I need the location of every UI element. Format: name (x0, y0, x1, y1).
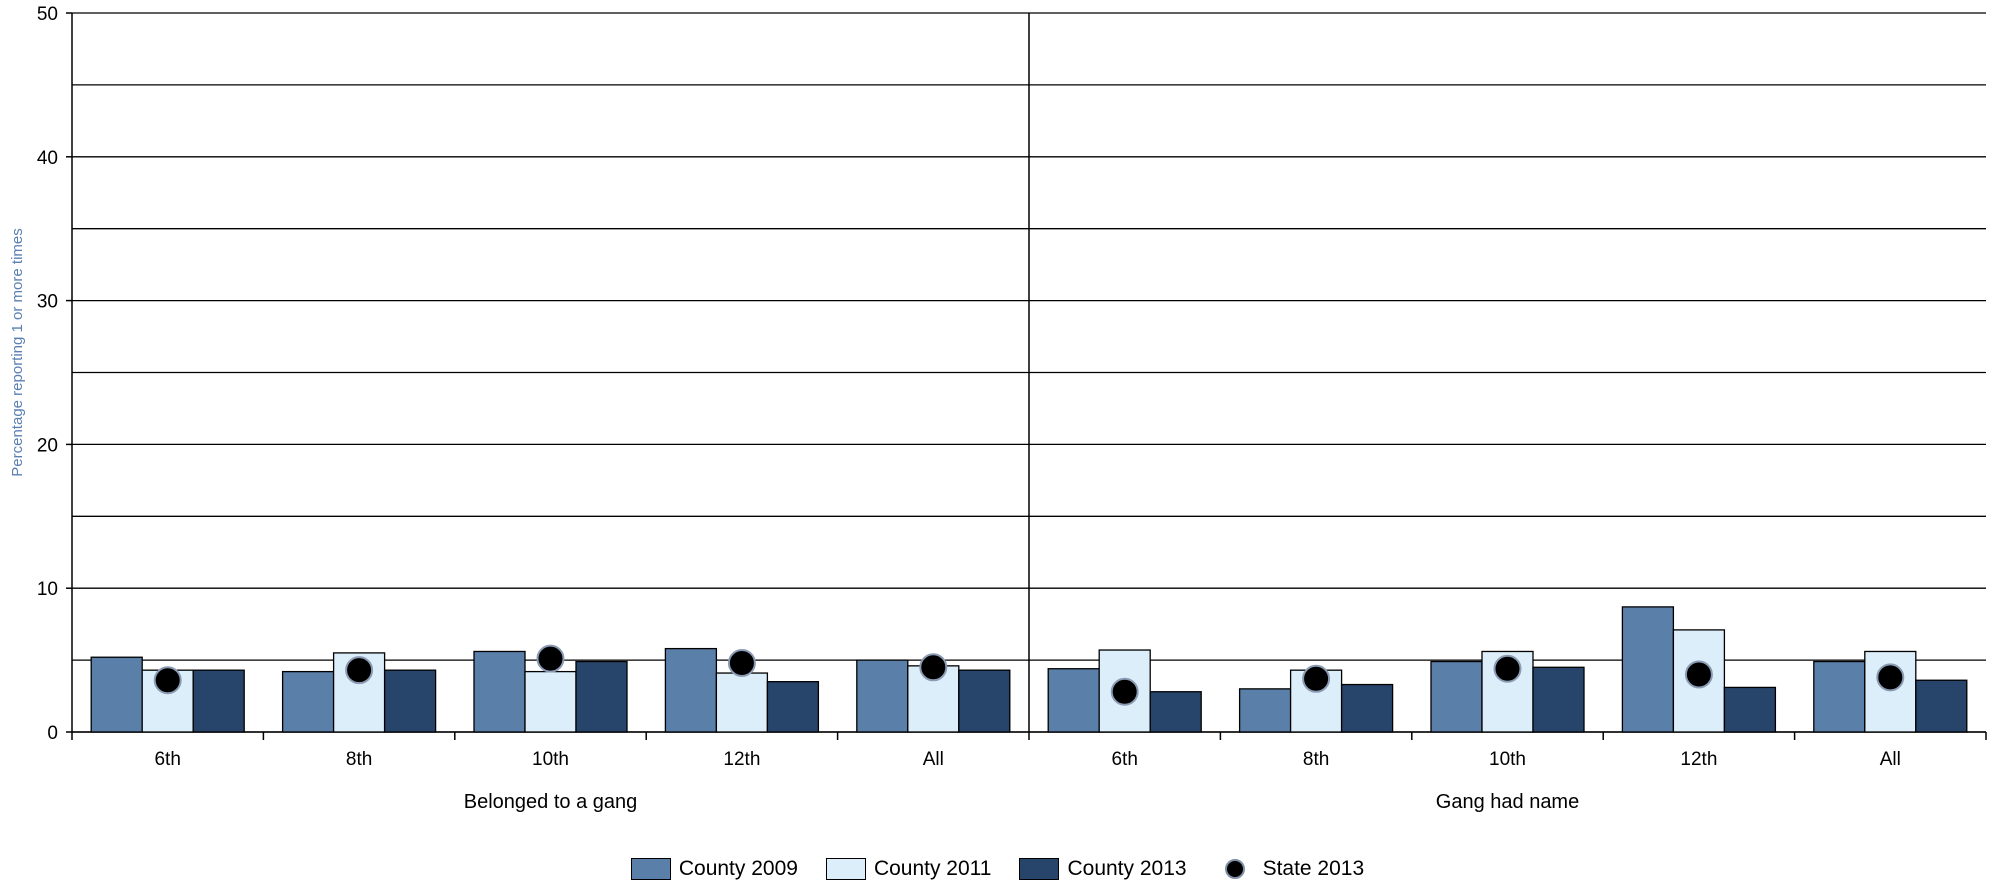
bar-county-2009 (1047, 668, 1100, 733)
legend-item-state-2013: State 2013 (1215, 857, 1365, 881)
dot-state-2013 (1302, 664, 1331, 693)
bar-county-2013 (575, 660, 628, 733)
bar-county-2013 (1149, 691, 1202, 733)
dot-state-2013 (1493, 654, 1522, 683)
bar-county-2009 (90, 656, 143, 733)
legend-swatch-county-2011 (825, 858, 866, 880)
legend-item-county-2009: County 2009 (630, 857, 798, 881)
legend-swatch-county-2013 (1019, 858, 1060, 880)
dot-state-2013 (345, 656, 374, 685)
dot-state-2013 (1684, 660, 1713, 689)
x-tick-label: 8th (1303, 749, 1329, 770)
bar-county-2009 (1621, 606, 1675, 733)
legend-label-county-2011: County 2011 (873, 857, 992, 880)
legend-dot-state-2013 (1224, 859, 1245, 879)
x-tick-label: 6th (1111, 749, 1137, 770)
bar-county-2009 (1238, 688, 1292, 733)
x-tick-label: 10th (532, 749, 569, 770)
group-label: Belonged to a gang (464, 791, 638, 813)
dot-state-2013 (153, 666, 182, 695)
x-tick-label: 12th (723, 749, 760, 770)
bar-county-2013 (1915, 679, 1968, 733)
y-tick-label: 40 (37, 148, 58, 169)
y-tick-label: 30 (37, 292, 58, 313)
y-tick-label: 20 (37, 435, 58, 456)
x-tick-label: 12th (1680, 749, 1717, 770)
dot-state-2013 (1876, 663, 1905, 692)
group-label: Gang had name (1436, 791, 1579, 813)
legend: County 2009 County 2011 County 2013 Stat… (0, 855, 1995, 883)
y-tick-label: 0 (47, 723, 58, 744)
x-tick-label: 10th (1489, 749, 1526, 770)
x-tick-label: 8th (346, 749, 372, 770)
legend-item-county-2013: County 2013 (1019, 857, 1187, 881)
legend-label-county-2013: County 2013 (1067, 857, 1187, 880)
chart-svg: 0 10 20 30 40 50 Percentage reporting 1 or mor… (9, 4, 1987, 813)
bar-county-2009 (1430, 660, 1483, 733)
legend-label-state-2013: State 2013 (1262, 857, 1365, 880)
x-tick-label: All (923, 749, 944, 770)
bar-county-2011 (524, 670, 577, 733)
bar-county-2009 (281, 670, 335, 733)
y-tick-label: 10 (37, 579, 58, 600)
bar-county-2013 (1340, 683, 1394, 733)
dot-state-2013 (727, 648, 756, 677)
x-tick-label: All (1880, 749, 1901, 770)
y-tick-label: 50 (37, 4, 58, 25)
dot-state-2013 (1110, 677, 1139, 706)
bar-county-2011 (715, 672, 769, 733)
dot-state-2013 (919, 653, 948, 682)
legend-item-county-2011: County 2011 (825, 857, 992, 881)
x-tick-label: 6th (154, 749, 180, 770)
bar-county-2009 (856, 659, 909, 733)
legend-label-county-2009: County 2009 (678, 857, 798, 880)
bar-county-2009 (473, 650, 526, 733)
bar-county-2013 (1532, 666, 1585, 733)
bar-county-2009 (664, 647, 718, 733)
dot-state-2013 (536, 644, 565, 673)
bar-county-2013 (192, 669, 245, 733)
bar-county-2009 (1813, 660, 1866, 733)
legend-swatch-county-2009 (630, 858, 671, 880)
bar-county-2013 (1723, 686, 1777, 733)
bar-county-2013 (958, 669, 1011, 733)
bar-county-2013 (383, 669, 437, 733)
bar-county-2013 (766, 681, 820, 733)
y-axis-label: Percentage reporting 1 or more times (9, 228, 26, 476)
